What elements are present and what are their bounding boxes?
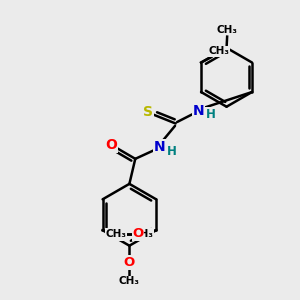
Text: O: O [132,227,143,240]
Text: CH₃: CH₃ [208,46,229,56]
Text: CH₃: CH₃ [119,276,140,286]
Text: CH₃: CH₃ [105,229,126,239]
Text: O: O [124,256,135,269]
Text: O: O [105,138,117,152]
Text: O: O [115,227,127,240]
Text: N: N [154,140,165,154]
Text: H: H [167,145,177,158]
Text: CH₃: CH₃ [217,25,238,34]
Text: S: S [143,105,153,119]
Text: H: H [206,108,216,121]
Text: CH₃: CH₃ [133,229,154,239]
Text: N: N [193,103,204,118]
